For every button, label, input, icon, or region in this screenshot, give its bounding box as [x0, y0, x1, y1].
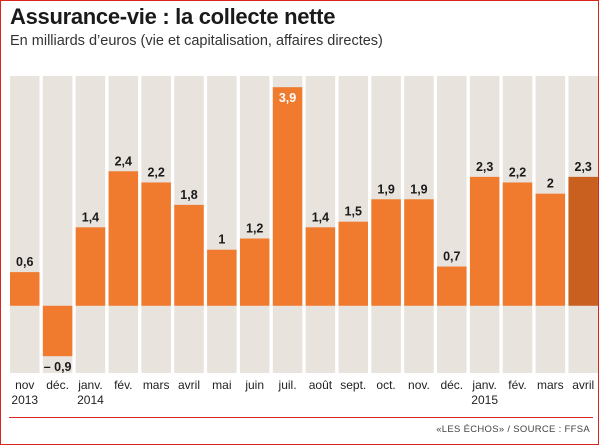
bar	[502, 182, 533, 306]
column-background	[437, 76, 467, 373]
category-label: avril	[572, 378, 594, 392]
bar	[437, 266, 467, 306]
data-label: 3,9	[279, 91, 296, 105]
category-label: juil.	[278, 378, 297, 392]
bar	[404, 199, 434, 306]
data-label: 1,2	[246, 222, 263, 236]
bar	[239, 238, 270, 306]
column-background	[207, 76, 237, 373]
data-label: 2,2	[147, 165, 164, 179]
data-label: 1,8	[180, 188, 197, 202]
category-label: fév.	[114, 378, 132, 392]
category-label: fév.	[508, 378, 526, 392]
data-label: 2,2	[509, 165, 526, 179]
category-label: janv.	[77, 378, 102, 392]
category-label: nov	[15, 378, 34, 392]
bar	[469, 176, 500, 306]
data-label: 0,6	[16, 255, 33, 269]
data-label: 1,9	[377, 182, 394, 196]
bar	[108, 171, 139, 306]
category-label: oct.	[376, 378, 395, 392]
category-label: sept.	[340, 378, 366, 392]
data-label: 2,4	[115, 154, 132, 168]
category-label: mars	[537, 378, 564, 392]
column-background	[239, 76, 270, 373]
data-label: 2	[547, 177, 554, 191]
bar	[272, 87, 303, 306]
column-background	[10, 76, 40, 373]
data-label: 1	[218, 233, 225, 247]
chart-subtitle: En milliards d’euros (vie et capitalisat…	[10, 33, 383, 49]
data-label: 1,9	[410, 182, 427, 196]
column-background	[75, 76, 106, 373]
bar	[10, 272, 40, 306]
data-label: 1,4	[82, 210, 99, 224]
footer-rule	[9, 417, 593, 418]
category-label: août	[309, 378, 333, 392]
bar	[305, 227, 336, 306]
category-label: déc.	[46, 378, 69, 392]
category-label: nov.	[408, 378, 430, 392]
data-label: 1,4	[312, 210, 329, 224]
data-label: 0,7	[443, 250, 460, 264]
category-label: juin	[244, 378, 264, 392]
bar	[174, 204, 204, 306]
data-label: 1,5	[345, 205, 362, 219]
data-label: – 0,9	[44, 360, 72, 374]
data-label: 2,3	[575, 160, 592, 174]
category-label: mars	[143, 378, 170, 392]
bar	[535, 193, 566, 306]
bar	[371, 199, 401, 306]
bar	[207, 249, 237, 306]
category-label: déc.	[440, 378, 463, 392]
bar	[42, 305, 73, 357]
bar	[338, 221, 368, 306]
bar	[141, 182, 171, 306]
category-year-label: 2013	[11, 393, 38, 407]
category-year-label: 2015	[471, 393, 498, 407]
column-background	[305, 76, 336, 373]
data-label: 2,3	[476, 160, 493, 174]
bar	[75, 227, 106, 306]
category-label: mai	[212, 378, 231, 392]
chart-title: Assurance-vie : la collecte nette	[10, 4, 336, 29]
source-credit: «LES ÉCHOS» / SOURCE : FFSA	[436, 424, 590, 435]
category-label: avril	[178, 378, 200, 392]
category-label: janv.	[471, 378, 496, 392]
bar	[568, 176, 598, 306]
category-year-label: 2014	[77, 393, 104, 407]
